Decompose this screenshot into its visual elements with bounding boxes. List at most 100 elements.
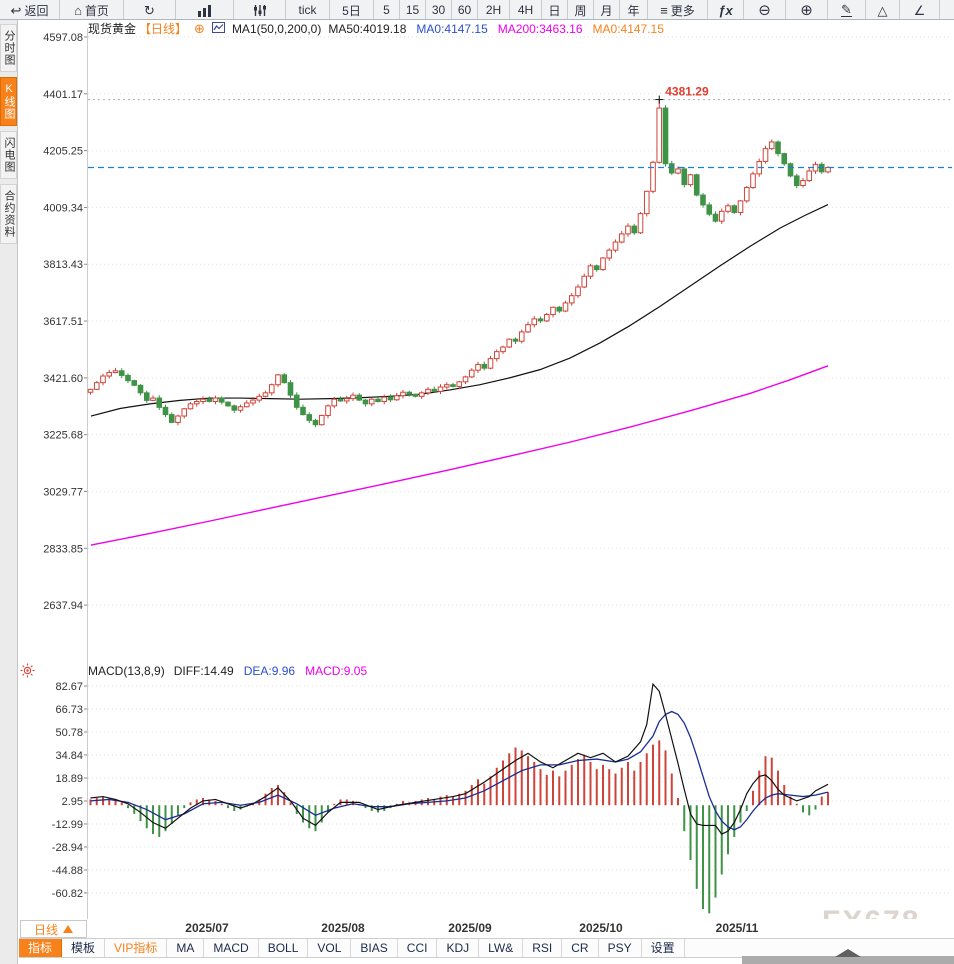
interval-30-button-label: 30 xyxy=(431,3,446,17)
sidebar-tab-闪电图[interactable]: 闪电图 xyxy=(0,131,17,179)
macd-value-2: MACD:9.05 xyxy=(305,663,368,678)
interval-5day-button[interactable]: 5日 xyxy=(330,0,374,19)
indicator-tab-PSY[interactable]: PSY xyxy=(599,939,642,957)
draw-pencil-button[interactable]: ✎ xyxy=(828,0,866,19)
home-button-label: 首页 xyxy=(84,3,109,18)
interval-4h-button[interactable]: 4H xyxy=(510,0,542,19)
svg-text:34.84: 34.84 xyxy=(55,750,83,762)
interval-2h-button[interactable]: 2H xyxy=(478,0,510,19)
interval-week-button[interactable]: 周 xyxy=(568,0,594,19)
chart-type-sidebar: 分时图 K线图闪电图合约资料 xyxy=(0,20,18,964)
interval-tick-button[interactable]: tick xyxy=(286,0,330,19)
caret-up-icon xyxy=(63,925,73,933)
sidebar-tab-合约资料[interactable]: 合约资料 xyxy=(0,184,17,244)
draw-triangle-button[interactable]: △ xyxy=(866,0,900,19)
ma-value-1: MA0:4147.15 xyxy=(416,21,488,36)
svg-text:4205.25: 4205.25 xyxy=(43,146,83,158)
draw-triangle-icon: △ xyxy=(877,2,888,18)
x-axis-label-2025/08: 2025/08 xyxy=(321,921,365,935)
indicator-tab-MA[interactable]: MA xyxy=(167,939,205,957)
interval-5-button[interactable]: 5 xyxy=(374,0,400,19)
period-label: 【日线】 xyxy=(139,22,188,36)
zoom-out-icon: ⊖ xyxy=(758,1,771,19)
zoom-out-button[interactable]: ⊖ xyxy=(744,0,786,19)
interval-15-button[interactable]: 15 xyxy=(400,0,426,19)
sidebar-tab-K线图[interactable]: K线图 xyxy=(0,77,17,126)
indicator-tab-CCI[interactable]: CCI xyxy=(398,939,438,957)
indicator-tab-指标[interactable]: 指标 xyxy=(19,939,63,957)
period-selector-button[interactable]: 日线 xyxy=(20,920,87,938)
back-button-label: 返回 xyxy=(24,3,49,18)
interval-year-button[interactable]: 年 xyxy=(620,0,648,19)
macd-title: MACD(13,8,9) xyxy=(88,663,165,678)
bar-chart-button[interactable] xyxy=(176,0,234,19)
svg-text:4381.29: 4381.29 xyxy=(665,85,709,99)
price-macd-chart[interactable]: 4597.08 4401.17 4205.25 4009.34 3813.43 3617.… xyxy=(18,20,954,920)
more-icon: ≡ xyxy=(660,2,668,18)
indicator-settings-icon[interactable] xyxy=(20,663,35,678)
interval-60-button[interactable]: 60 xyxy=(452,0,478,19)
main-chart-header: 现货黄金 【日线】 ⊕ MA1(50,0,200,0) MA50:4019.18… xyxy=(88,20,664,37)
indicator-tab-BIAS[interactable]: BIAS xyxy=(351,939,398,957)
bottom-panel-expand-handle[interactable] xyxy=(742,949,954,964)
ma-value-3: MA0:4147.15 xyxy=(592,21,664,36)
svg-text:4009.34: 4009.34 xyxy=(43,202,83,214)
indicator-tab-KDJ[interactable]: KDJ xyxy=(437,939,480,957)
back-icon: ↩ xyxy=(10,2,22,18)
symbol-name: 现货黄金 xyxy=(88,22,137,36)
svg-text:3029.77: 3029.77 xyxy=(43,486,83,498)
interval-day-button[interactable]: 日 xyxy=(542,0,568,19)
macd-value-0: DIFF:14.49 xyxy=(173,663,234,678)
fx-indicator-icon: ƒx xyxy=(718,2,733,18)
interval-15-button-label: 15 xyxy=(405,3,420,17)
svg-text:-12.99: -12.99 xyxy=(52,819,83,831)
expand-arrow-icon xyxy=(835,949,861,957)
svg-text:3421.60: 3421.60 xyxy=(43,373,83,385)
x-axis-label-2025/11: 2025/11 xyxy=(715,921,759,935)
interval-5day-button-label: 5日 xyxy=(342,3,361,18)
indicator-tab-BOLL[interactable]: BOLL xyxy=(259,939,309,957)
home-icon: ⌂ xyxy=(74,2,82,18)
interval-60-button-label: 60 xyxy=(457,3,472,17)
indicator-tab-MACD[interactable]: MACD xyxy=(204,939,259,957)
indicator-tab-RSI[interactable]: RSI xyxy=(523,939,563,957)
ma-settings-label: MA1(50,0,200,0) xyxy=(231,21,322,36)
indicator-tab-VIP指标[interactable]: VIP指标 xyxy=(105,939,168,957)
zoom-in-icon: ⊕ xyxy=(800,1,813,19)
more-button-label: 更多 xyxy=(670,3,695,18)
back-button[interactable]: ↩ 返回 xyxy=(0,0,60,19)
sidebar-tab-分时图[interactable]: 分时图 xyxy=(0,24,17,72)
draw-pencil-icon: ✎ xyxy=(841,2,852,17)
refresh-icon: ↻ xyxy=(144,2,155,18)
bar-chart-icon xyxy=(197,4,212,17)
indicator-tab-CR[interactable]: CR xyxy=(562,939,599,957)
interval-day-button-label: 日 xyxy=(548,3,561,18)
zoom-in-button[interactable]: ⊕ xyxy=(786,0,828,19)
macd-header: MACD(13,8,9) DIFF:14.49 DEA:9.96 MACD:9.05 xyxy=(88,663,367,678)
svg-text:4597.08: 4597.08 xyxy=(43,32,83,44)
svg-text:3813.43: 3813.43 xyxy=(43,259,83,271)
draw-line-button[interactable]: ∠ xyxy=(900,0,940,19)
mini-chart-icon xyxy=(211,21,225,36)
svg-text:4401.17: 4401.17 xyxy=(43,89,83,101)
fx-indicator-button[interactable]: ƒx xyxy=(708,0,744,19)
home-button[interactable]: ⌂ 首页 xyxy=(60,0,124,19)
macd-values: DIFF:14.49 DEA:9.96 MACD:9.05 xyxy=(174,664,367,678)
interval-30-button[interactable]: 30 xyxy=(426,0,452,19)
svg-text:-60.82: -60.82 xyxy=(52,888,83,900)
svg-text:2833.85: 2833.85 xyxy=(43,543,83,555)
indicator-tabbar: 指标 模板 VIP指标 MA MACD BOLL VOL BIAS CCI KDJ LW& RSI CR… xyxy=(19,938,954,958)
sliders-button[interactable] xyxy=(234,0,286,19)
refresh-button[interactable]: ↻ xyxy=(124,0,176,19)
interval-month-button[interactable]: 月 xyxy=(594,0,620,19)
interval-month-button-label: 月 xyxy=(600,3,613,18)
svg-text:-28.94: -28.94 xyxy=(52,842,83,854)
add-compare-icon[interactable]: ⊕ xyxy=(194,20,205,36)
indicator-tab-LW&[interactable]: LW& xyxy=(479,939,524,957)
indicator-tab-设置[interactable]: 设置 xyxy=(642,939,685,957)
indicator-tab-模板[interactable]: 模板 xyxy=(62,939,106,957)
indicator-tab-VOL[interactable]: VOL xyxy=(308,939,352,957)
x-axis-label-2025/10: 2025/10 xyxy=(579,921,623,935)
more-button[interactable]: ≡ 更多 xyxy=(648,0,708,19)
